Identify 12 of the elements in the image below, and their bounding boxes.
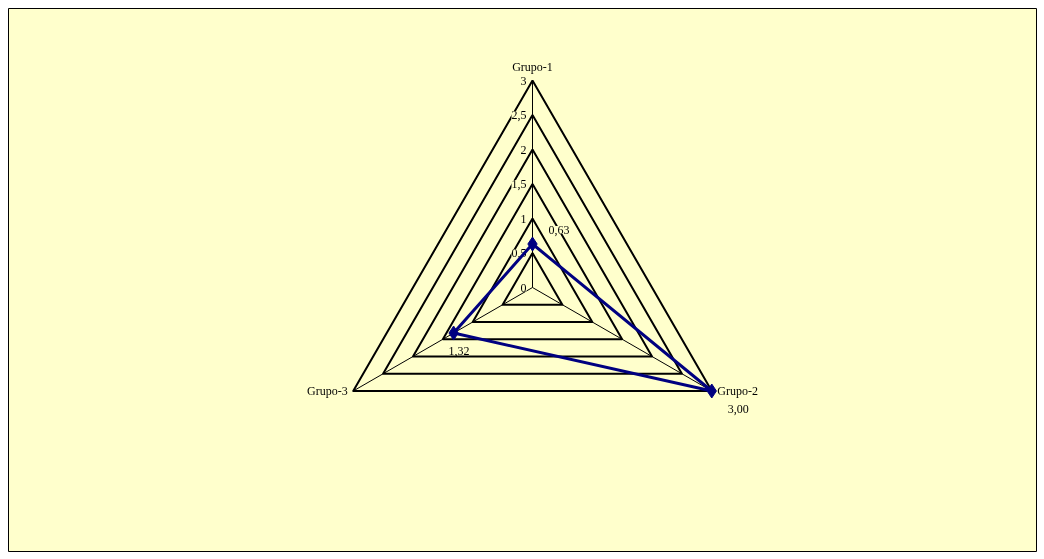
y-tick-label: 0	[520, 280, 527, 295]
spoke-label: Grupo-2	[717, 384, 758, 398]
data-label: 0,63	[548, 223, 570, 238]
data-label: 3,00	[727, 402, 749, 416]
spoke-label: Grupo-1	[512, 59, 553, 74]
y-tick-label: 2	[520, 142, 527, 157]
data-label: 1,32	[448, 344, 470, 359]
y-tick-label: 1,5	[511, 177, 527, 191]
y-tick-label: 1	[520, 211, 527, 226]
y-tick-label: 3	[520, 73, 527, 88]
y-tick-label: 2,5	[511, 108, 527, 122]
spoke-label: Grupo-3	[307, 384, 348, 398]
